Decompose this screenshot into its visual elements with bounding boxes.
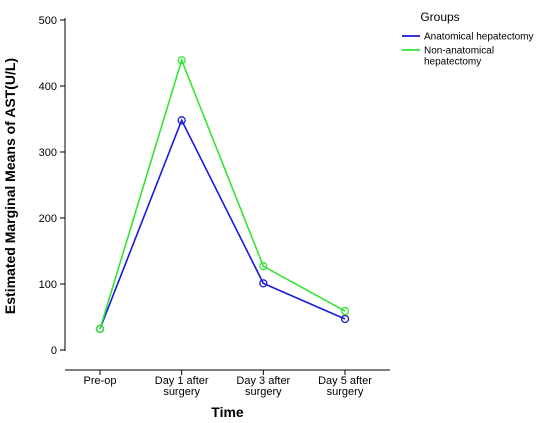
- data-point: [340, 306, 350, 316]
- ticks: 0 100 200 300 400 500 Pre-op Day 1 after surgery…: [39, 15, 373, 398]
- x-tick-label: Day 5 after surgery: [318, 375, 372, 398]
- y-tick-label: 0: [51, 345, 57, 357]
- data-point: [177, 116, 186, 125]
- x-axis-title: Time: [211, 404, 244, 420]
- y-axis-title: Estimated Marginal Means of AST(U/L): [2, 58, 18, 314]
- data-point: [340, 314, 350, 324]
- legend-title: Groups: [420, 10, 459, 24]
- data-point: [259, 279, 268, 288]
- series-markers: [95, 56, 350, 334]
- series-lines: [99, 57, 346, 330]
- axes: [64, 18, 390, 371]
- legend-label: Anatomical hepatectomy: [424, 32, 534, 43]
- data-point: [95, 324, 105, 334]
- y-tick-label: 500: [39, 15, 57, 27]
- x-tick-label: Pre-op: [83, 375, 116, 387]
- y-tick-label: 400: [39, 81, 57, 93]
- y-tick-label: 100: [39, 279, 57, 291]
- y-tick-label: 300: [39, 147, 57, 159]
- legend: Groups Anatomical hepatectomy Non-anatomi…: [402, 10, 534, 68]
- x-tick-label: Day 1 after surgery: [155, 375, 209, 398]
- x-tick-label: Day 3 after surgery: [236, 375, 290, 398]
- series-line: [99, 118, 346, 330]
- series-line: [99, 57, 346, 330]
- data-point: [177, 56, 186, 65]
- y-tick-label: 200: [39, 213, 57, 225]
- data-point: [259, 262, 268, 271]
- legend-label: Non-anatomical hepatectomy: [424, 46, 494, 68]
